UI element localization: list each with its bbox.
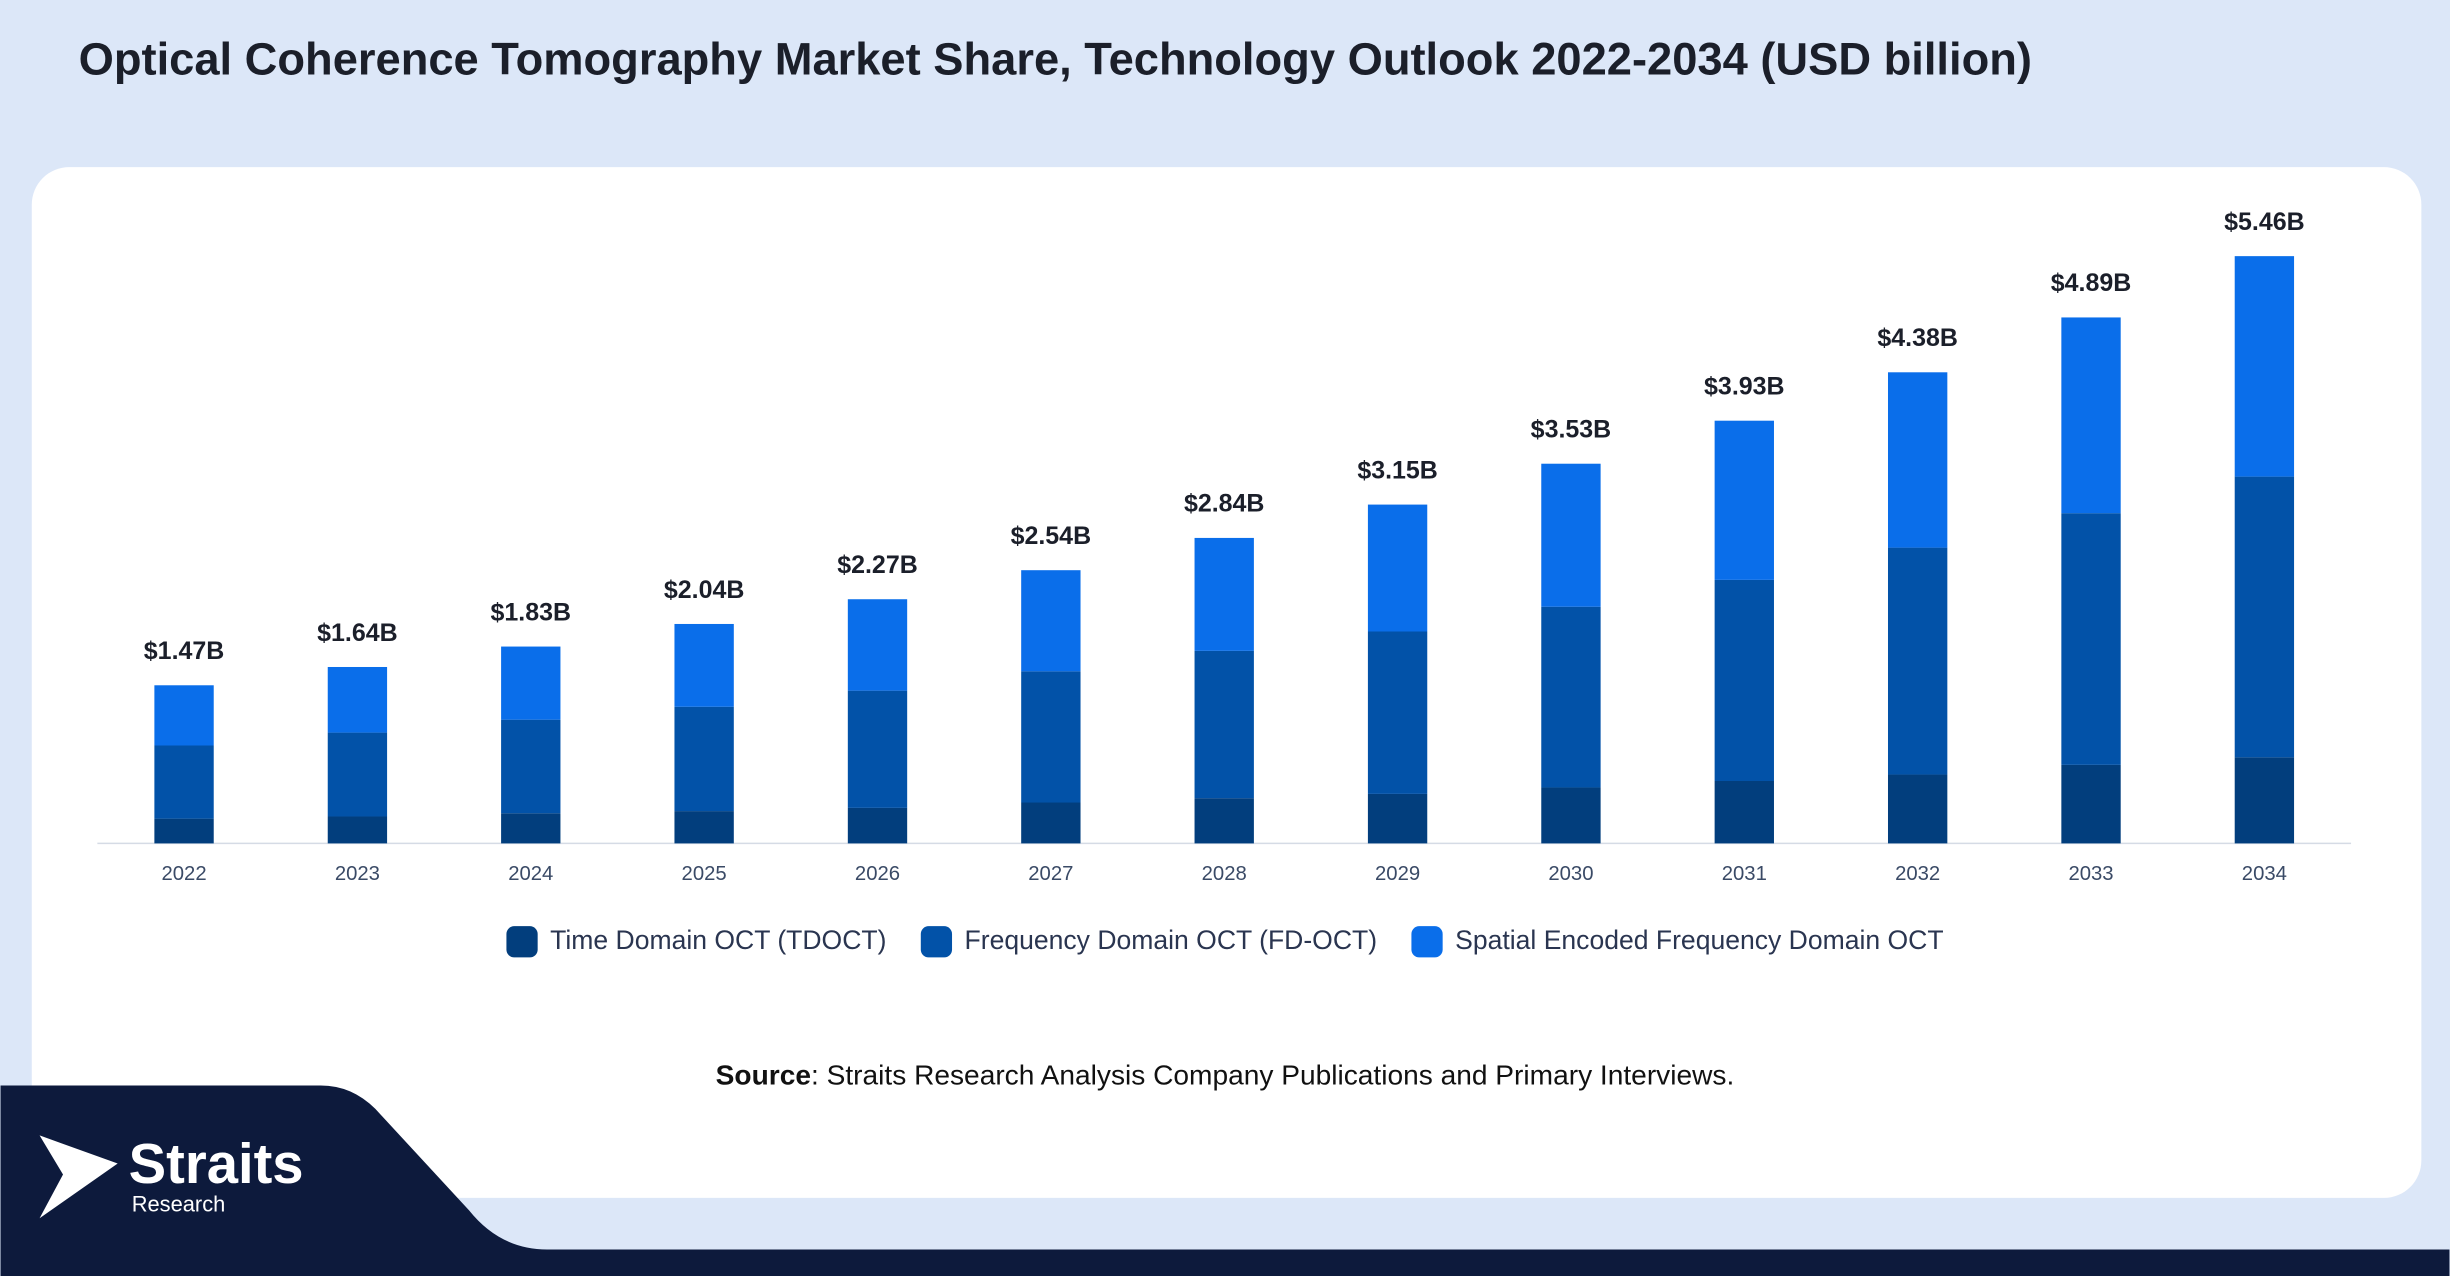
total-label: $3.15B [1357, 456, 1438, 484]
source-text: : Straits Research Analysis Company Publ… [811, 1060, 1734, 1091]
legend-swatch [506, 926, 538, 958]
bar-segment [1541, 787, 1601, 844]
bar-segment [2234, 256, 2295, 477]
x-tick-label: 2032 [1895, 863, 1940, 885]
bar-segment [847, 690, 908, 808]
bar-segment [847, 807, 908, 844]
bar-segment [674, 623, 734, 707]
bar-segment [1194, 798, 1254, 844]
total-label: $5.46B [2224, 208, 2305, 236]
x-tick-label: 2028 [1202, 863, 1247, 885]
bar-segment [501, 813, 561, 844]
bar-segment [327, 732, 388, 817]
total-label: $1.83B [491, 598, 572, 626]
total-label: $3.53B [1531, 416, 1612, 444]
total-label: $2.54B [1011, 522, 1092, 550]
legend-item: Time Domain OCT (TDOCT) [506, 925, 886, 958]
x-tick-label: 2022 [161, 863, 206, 885]
bar-segment [1367, 504, 1428, 632]
legend-swatch [1411, 926, 1443, 958]
total-label: $2.84B [1184, 490, 1265, 518]
x-tick-label: 2031 [1722, 863, 1767, 885]
total-label: $2.04B [664, 576, 745, 604]
total-label: $1.47B [144, 637, 225, 665]
bar-segment [327, 666, 388, 733]
legend-item: Spatial Encoded Frequency Domain OCT [1411, 925, 1944, 958]
bar-segment [1021, 570, 1081, 672]
bar-segment [154, 745, 214, 819]
source-label: Source [716, 1060, 811, 1091]
bar-segment [2061, 513, 2121, 765]
bar-segment [1541, 606, 1601, 788]
x-tick-label: 2024 [508, 863, 553, 885]
total-label: $1.64B [317, 619, 398, 647]
logo-name: Straits [129, 1132, 304, 1195]
x-tick-label: 2025 [682, 863, 727, 885]
total-label: $3.93B [1704, 372, 1785, 400]
bar-segment [847, 599, 908, 691]
footer-band [0, 1085, 2450, 1276]
legend-label: Spatial Encoded Frequency Domain OCT [1455, 925, 1943, 955]
chart-title: Optical Coherence Tomography Market Shar… [79, 33, 2032, 84]
bar-segment [1367, 631, 1428, 794]
bar-segment [1887, 372, 1948, 548]
bar-segment [1887, 547, 1948, 775]
bar-segment [1021, 671, 1081, 803]
x-tick-label: 2026 [855, 863, 900, 885]
bar-segment [1021, 802, 1081, 844]
logo-sub: Research [132, 1191, 226, 1216]
source-note: Source: Straits Research Analysis Compan… [716, 1060, 1735, 1091]
legend-label: Time Domain OCT (TDOCT) [550, 925, 886, 955]
bar-segment [2234, 476, 2295, 758]
logo-icon [39, 1135, 118, 1219]
bar-segment [1714, 420, 1774, 580]
bar-segment [1541, 463, 1601, 607]
x-tick-label: 2029 [1375, 863, 1420, 885]
bar-segment [2234, 757, 2295, 844]
x-tick-label: 2023 [335, 863, 380, 885]
x-tick-label: 2030 [1548, 863, 1593, 885]
bar-segment [674, 706, 734, 812]
bar-segment [1194, 650, 1254, 799]
bar-segment [1194, 537, 1254, 651]
bar-segment [2061, 764, 2121, 844]
x-tick-label: 2027 [1028, 863, 1073, 885]
bar-segment [327, 816, 388, 844]
bar-segment [1714, 780, 1774, 844]
x-tick-label: 2034 [2242, 863, 2287, 885]
bar-segment [1887, 774, 1948, 844]
total-label: $4.89B [2051, 269, 2132, 297]
legend-swatch [920, 926, 953, 958]
bar-segment [501, 719, 561, 814]
total-label: $4.38B [1877, 324, 1958, 352]
x-tick-label: 2033 [2068, 863, 2113, 885]
bar-segment [501, 646, 561, 720]
total-label: $2.27B [837, 551, 918, 579]
legend-item: Frequency Domain OCT (FD-OCT) [920, 925, 1378, 958]
legend-label: Frequency Domain OCT (FD-OCT) [965, 925, 1378, 955]
bar-segment [674, 811, 734, 844]
bar-segment [1714, 579, 1774, 781]
bar-segment [154, 685, 214, 746]
bar-segment [2061, 317, 2121, 514]
bar-segment [1367, 793, 1428, 844]
bar-segment [154, 818, 214, 844]
